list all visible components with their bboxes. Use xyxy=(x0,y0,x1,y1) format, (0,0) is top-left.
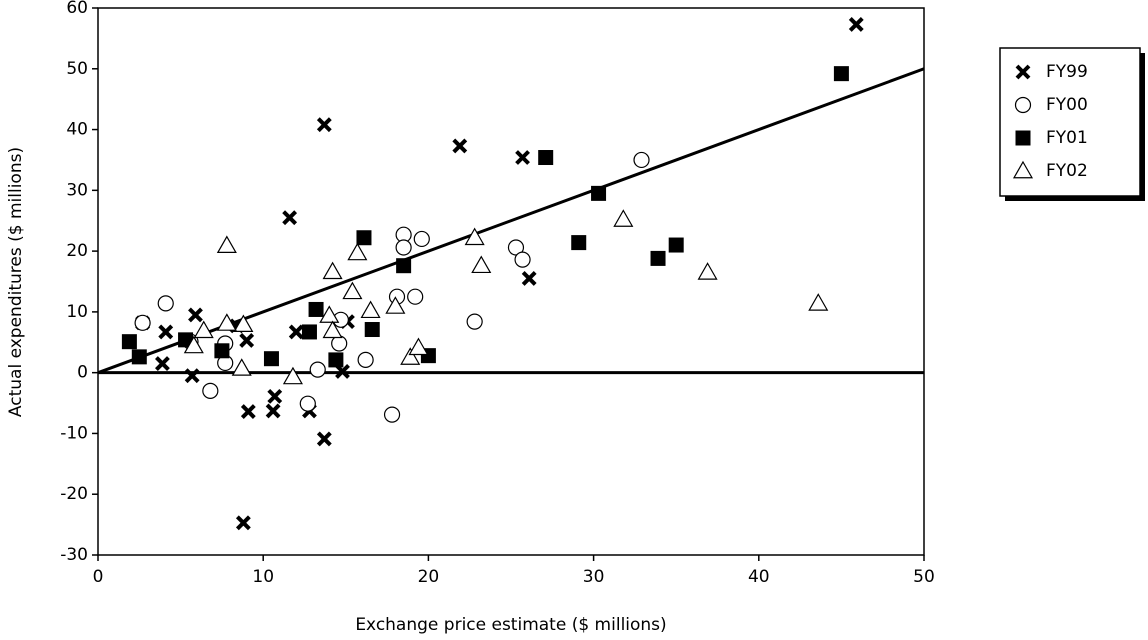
point-circle xyxy=(413,230,430,248)
point-square xyxy=(121,334,137,350)
x-tick-label: 10 xyxy=(252,567,274,587)
point-circle xyxy=(357,351,374,369)
point-triangle xyxy=(322,261,343,280)
point-x xyxy=(288,324,304,340)
point-x xyxy=(265,403,281,419)
point-square xyxy=(301,324,317,340)
x-tick-label: 40 xyxy=(748,567,770,587)
point-square xyxy=(396,258,412,274)
point-triangle xyxy=(183,335,204,354)
point-x xyxy=(1015,64,1031,80)
y-tick-label: 50 xyxy=(66,59,88,79)
point-square xyxy=(214,343,230,359)
point-circle xyxy=(299,395,316,412)
point-x xyxy=(316,431,332,447)
point-circle xyxy=(514,251,531,268)
point-square xyxy=(668,237,684,253)
point-triangle xyxy=(342,281,363,300)
point-triangle xyxy=(347,242,368,261)
point-square xyxy=(356,230,372,246)
point-x xyxy=(158,324,174,340)
y-tick-label: 60 xyxy=(66,0,88,18)
point-circle xyxy=(1014,96,1032,114)
x-tick-label: 30 xyxy=(583,567,605,587)
y-tick-label: 0 xyxy=(77,363,88,383)
plot-frame xyxy=(97,7,925,556)
point-circle xyxy=(331,335,348,352)
y-axis-label: Actual expenditures ($ millions) xyxy=(6,147,26,417)
legend-label: FY01 xyxy=(1046,128,1088,148)
point-circle xyxy=(134,314,151,331)
point-x xyxy=(521,271,537,286)
point-x xyxy=(335,364,350,379)
point-square xyxy=(131,349,147,365)
point-triangle xyxy=(193,320,214,339)
point-circle xyxy=(466,313,483,330)
point-triangle xyxy=(385,296,406,314)
y-tick-label: 40 xyxy=(66,120,88,140)
point-square xyxy=(308,301,324,317)
point-circle xyxy=(395,239,412,256)
point-x xyxy=(239,333,255,348)
legend-label: FY99 xyxy=(1046,62,1088,82)
point-square xyxy=(833,66,849,82)
y-tick-label: 20 xyxy=(66,241,88,261)
point-square xyxy=(591,185,607,201)
legend-label: FY00 xyxy=(1046,95,1088,115)
point-circle xyxy=(383,406,401,423)
point-square xyxy=(571,235,587,251)
point-x xyxy=(515,150,530,165)
point-x xyxy=(452,138,468,154)
point-triangle xyxy=(400,347,421,365)
point-triangle xyxy=(697,262,718,280)
point-x xyxy=(848,16,864,32)
x-tick-label: 20 xyxy=(418,567,440,587)
point-x xyxy=(235,515,251,531)
y-tick-label: -20 xyxy=(60,484,88,504)
y-tick-label: -10 xyxy=(60,423,88,443)
x-tick-label: 0 xyxy=(93,567,104,587)
point-x xyxy=(240,404,256,419)
point-triangle xyxy=(1012,160,1034,179)
legend-label: FY02 xyxy=(1046,161,1088,181)
x-tick-label: 50 xyxy=(913,567,935,587)
point-square xyxy=(178,332,194,348)
point-square xyxy=(650,250,666,266)
point-x xyxy=(316,117,332,133)
point-circle xyxy=(309,361,326,378)
point-triangle xyxy=(216,313,237,331)
y-tick-label: 10 xyxy=(66,302,88,322)
point-x xyxy=(282,210,298,226)
y-tick-label: -30 xyxy=(60,545,88,565)
point-triangle xyxy=(408,337,429,356)
point-triangle xyxy=(322,320,343,339)
point-triangle xyxy=(360,300,381,319)
point-triangle xyxy=(613,209,634,227)
point-triangle xyxy=(231,358,252,376)
point-x xyxy=(155,356,170,371)
point-triangle xyxy=(216,235,237,253)
point-triangle xyxy=(808,293,829,311)
point-circle xyxy=(202,382,219,399)
point-triangle xyxy=(464,227,485,246)
point-circle xyxy=(157,295,174,312)
point-x xyxy=(188,307,203,323)
point-triangle xyxy=(471,255,492,274)
point-square xyxy=(263,351,279,367)
point-x xyxy=(267,388,283,404)
point-triangle xyxy=(282,366,303,385)
point-square xyxy=(538,150,554,166)
point-x xyxy=(184,368,200,384)
point-square xyxy=(1015,130,1031,146)
point-triangle xyxy=(233,314,254,333)
point-circle xyxy=(633,151,650,169)
x-axis-label: Exchange price estimate ($ millions) xyxy=(355,615,666,635)
point-square xyxy=(364,322,380,338)
point-triangle xyxy=(319,305,340,323)
point-circle xyxy=(407,288,424,305)
y-tick-label: 30 xyxy=(66,180,88,200)
point-square xyxy=(328,352,344,368)
